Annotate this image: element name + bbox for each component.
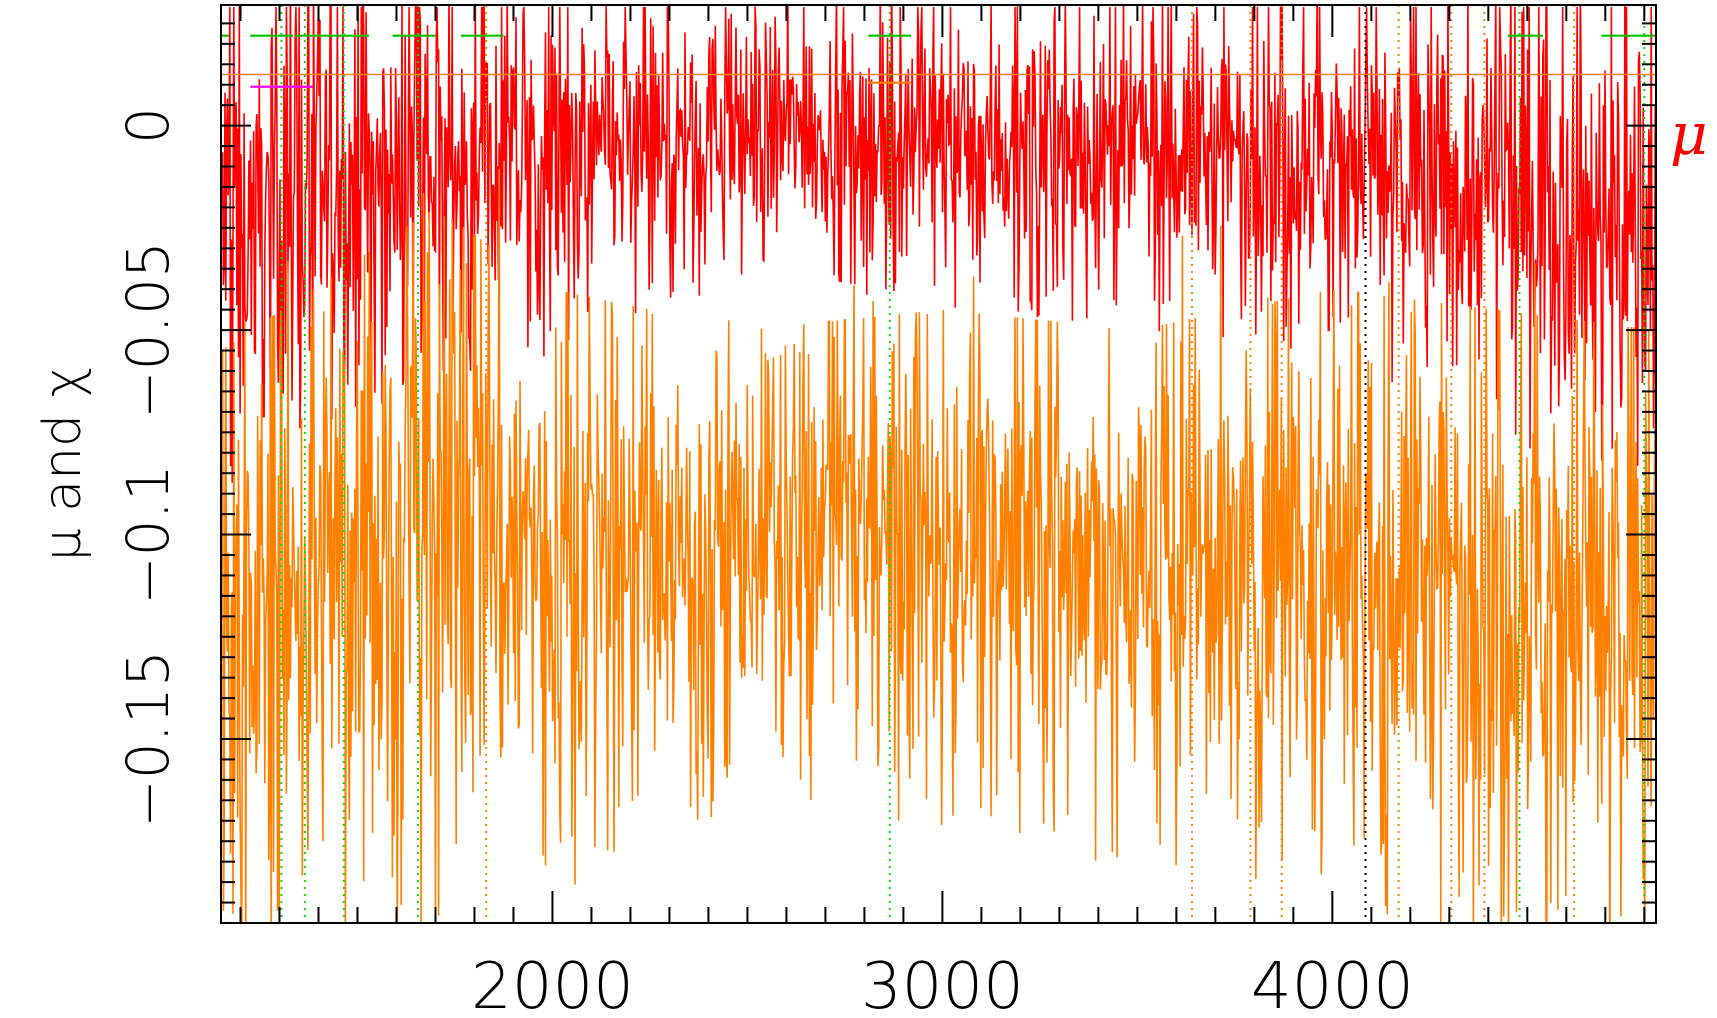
x-tick-label: 2000 <box>471 950 634 1018</box>
series-layer <box>221 5 1656 923</box>
y-axis-label: μ and χ <box>33 367 93 562</box>
series-line-chi <box>221 169 1656 923</box>
y-tick-label: −0.15 <box>114 650 182 828</box>
segment-markers <box>221 34 1656 88</box>
reference-lines <box>221 5 1656 923</box>
x-tick-label: 4000 <box>1251 950 1414 1018</box>
plot-frame <box>220 4 1657 924</box>
y-axis: 0 −0.05 −0.1 −0.15 <box>114 22 1656 924</box>
y-tick-label: −0.05 <box>114 241 182 419</box>
x-tick-label: 3000 <box>861 950 1024 1018</box>
legend-label-mu: μ <box>1670 100 1708 168</box>
y-tick-label: −0.1 <box>114 464 182 605</box>
x-axis: 2000 3000 4000 <box>239 5 1646 1018</box>
y-tick-label: 0 <box>114 107 182 144</box>
series-line-mu <box>221 5 1656 483</box>
